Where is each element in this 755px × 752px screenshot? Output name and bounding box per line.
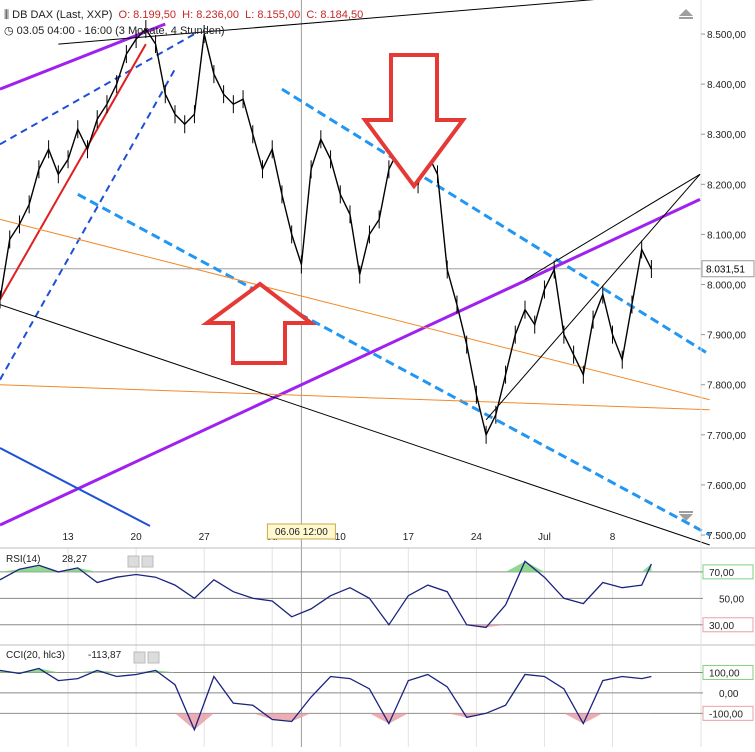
y-tick-label: 8.200,00 bbox=[707, 180, 746, 191]
fib-line-1 bbox=[0, 218, 710, 401]
x-tick-label: 10 bbox=[335, 532, 347, 543]
scroll-down-icon[interactable] bbox=[679, 511, 693, 521]
y-tick-label: 7.800,00 bbox=[707, 381, 746, 392]
cci-legend-label: CCI(20, hlc3) bbox=[6, 650, 65, 661]
settings-icon[interactable] bbox=[133, 651, 146, 664]
rsi-last-value: 28,27 bbox=[62, 554, 87, 565]
up-arrow-annotation bbox=[200, 281, 317, 365]
fib-line-2 bbox=[0, 384, 710, 411]
cci-y-tick-label: 100,00 bbox=[709, 668, 740, 679]
y-tick-label: 8.500,00 bbox=[707, 30, 746, 41]
wedge-lower bbox=[485, 173, 701, 421]
rsi-line bbox=[0, 560, 652, 629]
purple-trend-upper bbox=[0, 22, 166, 91]
rsi-zone-fill bbox=[0, 561, 652, 572]
trendline-layer bbox=[0, 0, 711, 546]
cci-level-box bbox=[702, 705, 754, 721]
cci-level-box bbox=[702, 664, 754, 680]
x-tick-label: 17 bbox=[403, 532, 415, 543]
cci-zone-fill bbox=[0, 668, 652, 673]
purple-trend-lower bbox=[0, 198, 701, 527]
rsi-y-tick-label: 70,00 bbox=[709, 568, 734, 579]
close-icon[interactable] bbox=[147, 651, 160, 664]
price-line bbox=[0, 27, 653, 437]
chart-type-icon[interactable]: ⫼ bbox=[4, 8, 10, 21]
top-black-line bbox=[58, 0, 595, 45]
price-series-layer bbox=[0, 20, 653, 444]
clock-icon: ◷ bbox=[4, 24, 14, 37]
settings-icon[interactable] bbox=[127, 555, 140, 568]
y-tick-label: 7.700,00 bbox=[707, 431, 746, 442]
last-value-box bbox=[701, 260, 755, 278]
close-icon[interactable] bbox=[141, 555, 154, 568]
x-tick-label: 20 bbox=[131, 532, 143, 543]
low-value: L: 8.155,00 bbox=[245, 9, 301, 21]
rsi-panel: RSI(14) 28,27 30,00 50,00 70,00 bbox=[0, 554, 754, 633]
last-value-label: 8.031,51 bbox=[706, 265, 745, 276]
y-tick-label: 8.400,00 bbox=[707, 80, 746, 91]
annotation-arrows bbox=[200, 53, 467, 365]
x-tick-label: 24 bbox=[471, 532, 483, 543]
grid-layer bbox=[0, 0, 703, 747]
upper-support-line bbox=[0, 33, 195, 146]
instrument-label: DB DAX (Last, XXP) bbox=[12, 9, 113, 21]
cci-zone-fill bbox=[0, 713, 652, 730]
y-tick-label: 8.300,00 bbox=[707, 130, 746, 141]
blue-decline-line bbox=[0, 447, 151, 527]
y-tick-label: 7.500,00 bbox=[707, 531, 746, 542]
x-tick-label: Jul bbox=[538, 532, 551, 543]
period-row: ◷ 03.05 04:00 - 16:00 (3 Monate, 4 Stund… bbox=[4, 24, 225, 37]
red-trendline bbox=[0, 43, 147, 301]
y-tick-label: 7.900,00 bbox=[707, 331, 746, 342]
open-value: O: 8.199,50 bbox=[118, 9, 177, 21]
resistance-channel-upper bbox=[281, 87, 711, 356]
rsi-y-tick-label: 30,00 bbox=[709, 621, 734, 632]
rsi-level-box bbox=[702, 564, 754, 580]
cci-panel: CCI(20, hlc3) -113,87 -100,00 0,00 100,00 bbox=[0, 650, 754, 732]
resistance-channel-lower bbox=[77, 193, 711, 537]
crosshair-date-label: 06.06 12:00 bbox=[275, 527, 328, 538]
rsi-legend-label: RSI(14) bbox=[6, 554, 40, 565]
cci-y-tick-label: 0,00 bbox=[719, 689, 739, 700]
cci-line bbox=[0, 667, 652, 732]
y-tick-label: 8.000,00 bbox=[707, 281, 746, 292]
cci-last-value: -113,87 bbox=[88, 650, 122, 661]
y-tick-label: 8.100,00 bbox=[707, 230, 746, 241]
lower-support-line bbox=[0, 68, 176, 381]
rsi-level-box bbox=[702, 617, 754, 633]
chart-header: ⫼ DB DAX (Last, XXP) O: 8.199,50 H: 8.23… bbox=[4, 8, 363, 22]
x-tick-label: 27 bbox=[199, 532, 211, 543]
period-label: 03.05 04:00 - 16:00 (3 Monate, 4 Stunden… bbox=[16, 25, 225, 37]
scroll-up-icon[interactable] bbox=[679, 9, 693, 19]
high-value: H: 8.236,00 bbox=[182, 9, 240, 21]
close-value: C: 8.184,50 bbox=[306, 9, 364, 21]
black-line-low bbox=[0, 304, 710, 546]
x-tick-label: 8 bbox=[610, 532, 616, 543]
crosshair-date-box bbox=[266, 523, 336, 540]
cci-y-tick-label: -100,00 bbox=[709, 709, 743, 720]
wedge-upper bbox=[524, 173, 701, 280]
x-tick-label: 13 bbox=[62, 532, 74, 543]
rsi-y-tick-label: 50,00 bbox=[719, 594, 744, 605]
down-arrow-annotation bbox=[361, 53, 467, 190]
y-tick-label: 7.600,00 bbox=[707, 481, 746, 492]
